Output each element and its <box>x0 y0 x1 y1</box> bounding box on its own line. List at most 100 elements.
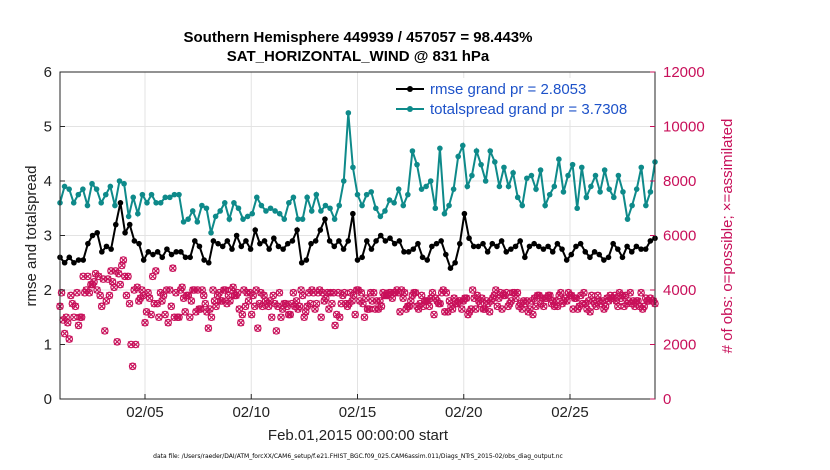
totalspread-series-point <box>455 153 461 160</box>
rmse-series-point <box>531 240 537 247</box>
totalspread-series-point <box>469 172 475 179</box>
chart-subtitle: SAT_HORIZONTAL_WIND @ 831 hPa <box>227 48 490 65</box>
totalspread-series-point <box>350 164 356 171</box>
rmse-series-point <box>363 238 370 244</box>
totalspread-series-point <box>231 200 237 206</box>
totalspread-series-point <box>217 208 223 214</box>
obs-marker <box>335 313 344 322</box>
totalspread-series-point <box>75 191 82 198</box>
obs-marker <box>74 321 83 330</box>
totalspread-series-point <box>592 172 599 179</box>
rmse-series-point <box>308 240 314 247</box>
totalspread-series-point <box>373 205 379 212</box>
obs-marker <box>77 313 86 322</box>
rmse-series-point <box>540 246 547 252</box>
rmse-series <box>57 200 658 272</box>
rmse-series-point <box>201 257 207 263</box>
totalspread-series-point <box>157 200 164 206</box>
rmse-series-point <box>461 210 468 217</box>
totalspread-series-point <box>638 164 645 171</box>
rmse-series-point <box>489 240 496 247</box>
rmse-series-point <box>554 240 561 247</box>
rmse-series-point <box>322 216 328 222</box>
totalspread-series-point <box>258 202 265 209</box>
y-tick-right-label: 12000 <box>663 64 705 81</box>
rmse-series-point <box>261 238 268 244</box>
rmse-series-point <box>294 227 300 233</box>
totalspread-series-point <box>267 205 274 212</box>
rmse-series-point <box>103 243 110 250</box>
obs-marker <box>85 288 94 297</box>
obs-marker <box>462 294 471 302</box>
obs-marker <box>167 302 176 311</box>
obs-marker <box>556 288 565 297</box>
totalspread-series-point <box>340 178 347 184</box>
rmse-series-point <box>559 246 565 252</box>
totalspread-series-point <box>583 194 590 201</box>
rmse-series-point <box>405 249 412 255</box>
legend-spread-label: totalspread grand pr = 3.7308 <box>430 101 627 118</box>
rmse-series-point <box>312 238 319 244</box>
rmse-series-point <box>359 254 365 261</box>
rmse-series-point <box>303 257 310 263</box>
totalspread-series-point <box>606 186 613 192</box>
data-file-footnote: data file: /Users/raeder/DAI/ATM_forcXX/… <box>153 453 563 460</box>
rmse-series-point <box>131 238 138 244</box>
rmse-series-point <box>368 246 375 252</box>
rmse-series-point <box>66 254 73 261</box>
obs-marker <box>71 302 80 311</box>
rmse-series-point <box>257 240 263 247</box>
obs-marker <box>360 313 369 322</box>
obs-marker <box>226 297 234 305</box>
x-tick-label: 02/25 <box>551 404 589 421</box>
totalspread-series <box>57 110 658 236</box>
totalspread-series-point <box>496 183 503 190</box>
totalspread-series-point <box>208 229 214 236</box>
rmse-series-point <box>498 238 505 244</box>
y-tick-left-label: 0 <box>44 391 52 408</box>
totalspread-series-point <box>441 210 448 217</box>
totalspread-series-point <box>400 202 407 209</box>
x-axis-ticks: 02/05 02/10 02/15 02/20 02/25 <box>126 394 589 421</box>
rmse-series-point <box>596 251 603 258</box>
rmse-series-point <box>615 246 621 252</box>
y-tick-right-label: 10000 <box>663 119 705 136</box>
totalspread-series-point <box>354 191 361 198</box>
rmse-series-point <box>219 243 226 250</box>
obs-marker <box>237 318 245 327</box>
totalspread-series-point <box>107 183 114 190</box>
rmse-series-point <box>475 243 482 250</box>
rmse-series-point <box>624 243 630 250</box>
rmse-series-point <box>229 246 235 252</box>
rmse-series-point <box>466 235 472 242</box>
rmse-series-point <box>587 254 593 261</box>
y-axis-left-ticks: 0 1 2 3 4 5 6 <box>44 64 65 408</box>
totalspread-series-point <box>313 191 320 198</box>
obs-marker <box>637 288 645 297</box>
totalspread-series-point <box>112 202 118 209</box>
rmse-series-point <box>252 227 259 233</box>
totalspread-series-point <box>405 191 411 198</box>
y-tick-right-label: 2000 <box>663 337 696 354</box>
obs-marker <box>113 337 121 346</box>
rmse-series-point <box>373 238 379 244</box>
totalspread-series-point <box>153 200 159 206</box>
obs-marker <box>529 310 537 319</box>
x-tick-label: 02/15 <box>339 404 377 421</box>
rmse-series-point <box>494 243 500 250</box>
rmse-series-point <box>522 254 528 261</box>
totalspread-series-point <box>601 167 608 173</box>
obs-marker <box>164 318 172 327</box>
rmse-series-point <box>549 249 556 255</box>
totalspread-series-point <box>135 210 141 217</box>
totalspread-series-point <box>80 186 86 192</box>
obs-marker <box>295 302 304 311</box>
obs-marker <box>425 302 434 311</box>
totalspread-series-point <box>514 194 521 201</box>
obs-marker <box>96 291 104 300</box>
rmse-series-point <box>340 246 347 252</box>
rmse-series-point <box>85 240 91 247</box>
rmse-series-point <box>573 243 579 250</box>
totalspread-series-point <box>336 202 342 209</box>
totalspread-series-point <box>295 216 301 222</box>
